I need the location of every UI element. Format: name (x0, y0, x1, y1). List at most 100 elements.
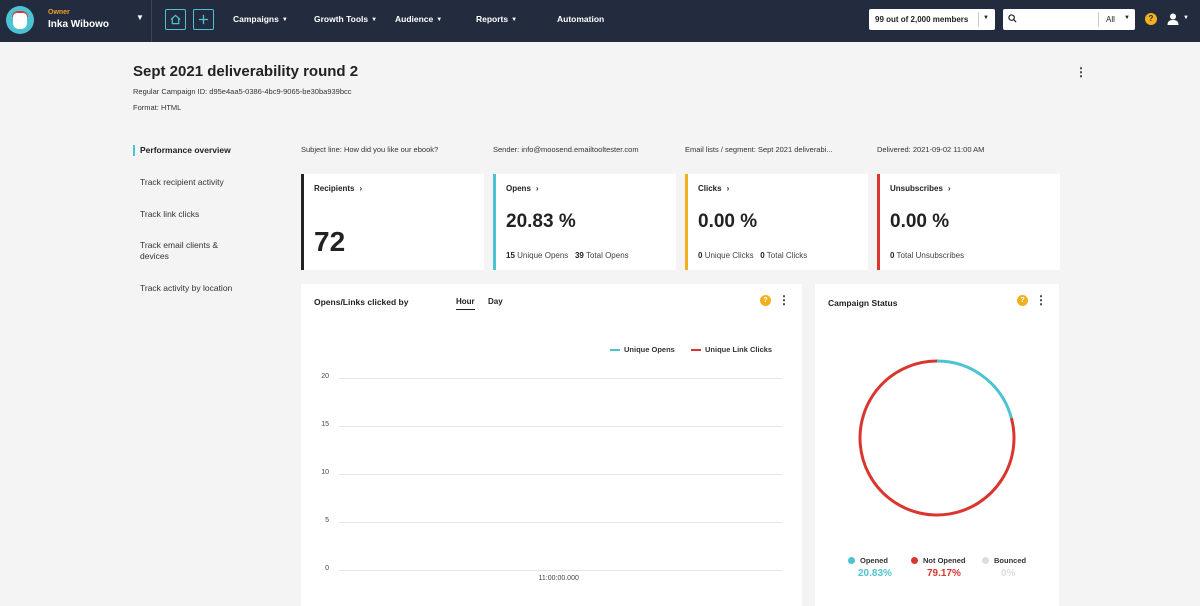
nav-growth-tools-label: Growth Tools (314, 14, 369, 24)
y-tick-label: 15 (321, 421, 329, 428)
opens-card-title: Opens › (506, 184, 539, 193)
opens-breakdown: 15 Unique Opens 39 Total Opens (506, 251, 629, 260)
chart-title: Opens/Links clicked by (314, 297, 409, 307)
total-unsubscribes-count: 0 (890, 251, 895, 260)
opened-slice[interactable] (936, 359, 1013, 419)
home-button[interactable] (165, 9, 186, 30)
nav-reports[interactable]: Reports ▼ (476, 14, 517, 24)
y-tick-label: 20 (321, 373, 329, 380)
help-icon[interactable]: ? (760, 295, 771, 306)
nav-campaigns[interactable]: Campaigns ▼ (233, 14, 288, 24)
legend-not-opened[interactable]: Not Opened (911, 556, 966, 565)
clicks-card[interactable]: Clicks › 0.00 % 0 Unique Clicks 0 Total C… (685, 174, 868, 270)
chevron-down-icon: ▼ (1124, 15, 1130, 21)
chevron-right-icon: › (947, 184, 951, 193)
format-label: Format: (133, 103, 159, 112)
search-icon (1008, 14, 1017, 23)
campaign-format: Format: HTML (133, 103, 181, 112)
sidenav-track-email-clients[interactable]: Track email clients & devices (140, 240, 219, 261)
help-icon[interactable]: ? (1017, 295, 1028, 306)
chevron-down-icon: ▼ (511, 17, 518, 23)
total-unsubscribes-label: Total Unsubscribes (896, 251, 965, 260)
y-tick-label: 0 (325, 565, 329, 572)
recipients-card[interactable]: Recipients › 72 (301, 174, 484, 270)
clicks-breakdown: 0 Unique Clicks 0 Total Clicks (698, 251, 807, 260)
divider (978, 12, 979, 27)
campaign-status-donut (858, 359, 1016, 517)
tab-hour[interactable]: Hour (456, 297, 475, 310)
nav-growth-tools[interactable]: Growth Tools ▼ (314, 14, 377, 24)
campaign-status-panel: Campaign Status ? ⋮ Opened Not Opened Bo… (815, 284, 1059, 606)
unsubscribes-card[interactable]: Unsubscribes › 0.00 % 0 Total Unsubscribe… (877, 174, 1060, 270)
avatar-face (13, 13, 27, 29)
opens-rate: 20.83 % (506, 211, 576, 232)
y-tick-label: 10 (321, 469, 329, 476)
plus-icon (198, 14, 209, 25)
unsubscribes-title: Unsubscribes (890, 184, 943, 193)
opens-card[interactable]: Opens › 20.83 % 15 Unique Opens 39 Total … (493, 174, 676, 270)
clicks-title: Clicks (698, 184, 722, 193)
unique-clicks-count: 0 (698, 251, 703, 260)
members-dropdown[interactable]: 99 out of 2,000 members ▼ (869, 9, 995, 30)
chevron-down-icon[interactable]: ▼ (136, 13, 144, 22)
members-count: 99 out of 2,000 members (875, 15, 969, 24)
unsubscribes-breakdown: 0 Total Unsubscribes (890, 251, 964, 260)
add-button[interactable] (193, 9, 214, 30)
legend-unique-link-clicks[interactable]: Unique Link Clicks (691, 345, 772, 354)
sidenav-track-link-clicks[interactable]: Track link clicks (140, 209, 200, 219)
top-navigation-bar: Owner Inka Wibowo ▼ Campaigns ▼ Growth To… (0, 0, 1200, 42)
chevron-right-icon: › (726, 184, 730, 193)
unique-opens-count: 15 (506, 251, 515, 260)
opens-links-chart-panel: Opens/Links clicked by Hour Day ? ⋮ Uniq… (301, 284, 802, 606)
more-options-icon[interactable]: ⋮ (778, 293, 790, 307)
nav-divider (151, 0, 152, 42)
chevron-down-icon: ▼ (281, 17, 288, 23)
recipients-title: Recipients (314, 184, 355, 193)
legend-bounced[interactable]: Bounced (982, 556, 1026, 565)
nav-audience[interactable]: Audience ▼ (395, 14, 442, 24)
tab-day[interactable]: Day (488, 297, 503, 306)
not-opened-dot (911, 557, 918, 564)
chevron-down-icon[interactable]: ▼ (1183, 15, 1189, 21)
chevron-right-icon: › (359, 184, 363, 193)
gridline (339, 522, 782, 523)
more-options-icon[interactable]: ⋮ (1075, 65, 1087, 79)
gridline (339, 426, 782, 427)
search-input[interactable]: All ▼ (1003, 9, 1135, 30)
unsubscribes-card-title: Unsubscribes › (890, 184, 951, 193)
unique-opens-label: Unique Opens (517, 251, 569, 260)
active-indicator (133, 145, 135, 156)
more-options-icon[interactable]: ⋮ (1035, 293, 1047, 307)
format-value: HTML (160, 103, 182, 112)
campaign-id: Regular Campaign ID: d95e4aa5-0386-4bc9-… (133, 87, 352, 96)
user-icon[interactable] (1166, 12, 1180, 26)
legend-line-swatch (610, 349, 620, 351)
avatar[interactable] (6, 6, 34, 34)
sidenav-track-activity-by-location[interactable]: Track activity by location (140, 283, 233, 293)
opens-title: Opens (506, 184, 531, 193)
sidenav-track-recipient-activity[interactable]: Track recipient activity (140, 177, 224, 187)
total-opens-label: Total Opens (585, 251, 629, 260)
not-opened-slice[interactable] (858, 359, 1016, 517)
x-tick-label: 11:00:00.000 (538, 575, 579, 582)
campaign-id-value: d95e4aa5-0386-4bc9-9065-be30ba939bcc (209, 87, 352, 96)
search-scope-select[interactable]: All (1106, 15, 1115, 24)
total-clicks-count: 0 (760, 251, 765, 260)
legend-unique-link-clicks-label: Unique Link Clicks (705, 345, 773, 354)
nav-automation[interactable]: Automation (557, 14, 604, 24)
help-icon[interactable]: ? (1145, 13, 1157, 25)
opened-dot (848, 557, 855, 564)
campaign-id-label: Regular Campaign ID: (133, 87, 208, 96)
gridline (339, 570, 782, 571)
legend-opened[interactable]: Opened (848, 556, 888, 565)
bounced-percent: 0% (1001, 568, 1016, 579)
not-opened-percent: 79.17% (927, 568, 961, 579)
bounced-dot (982, 557, 989, 564)
total-opens-count: 39 (574, 251, 584, 260)
clicks-card-title: Clicks › (698, 184, 729, 193)
legend-unique-opens[interactable]: Unique Opens (610, 345, 675, 354)
owner-name[interactable]: Inka Wibowo (48, 19, 110, 30)
nav-automation-label: Automation (557, 14, 605, 24)
sender: Sender: info@moosend.emailtooltester.com (493, 145, 639, 154)
sidenav-performance-overview[interactable]: Performance overview (140, 145, 231, 155)
